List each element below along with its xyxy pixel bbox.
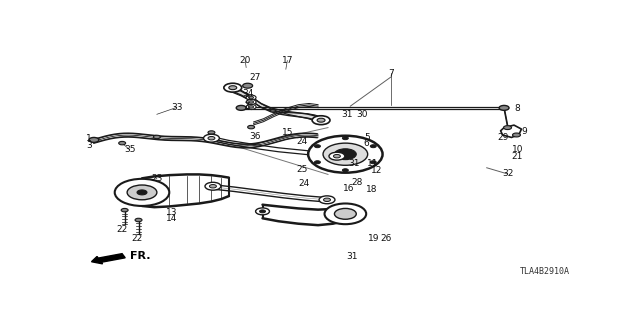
Circle shape [205,182,221,190]
Circle shape [248,96,253,99]
Circle shape [115,179,169,206]
Circle shape [319,196,335,204]
Circle shape [308,136,383,173]
Text: 31: 31 [348,159,360,168]
Text: FR.: FR. [129,251,150,261]
Text: 24: 24 [299,179,310,188]
Text: 6: 6 [364,139,369,148]
Circle shape [137,190,147,195]
Text: 25: 25 [296,165,308,174]
Circle shape [246,100,256,104]
Circle shape [371,161,376,164]
Text: 31: 31 [346,252,358,261]
Circle shape [248,101,253,103]
Circle shape [89,138,99,142]
Text: 31: 31 [341,110,353,119]
Text: 13: 13 [166,208,177,217]
Circle shape [342,137,348,140]
Circle shape [208,131,215,134]
Text: 23: 23 [151,174,163,183]
Text: 34: 34 [242,89,253,98]
Circle shape [246,104,256,109]
Text: 24: 24 [296,137,308,146]
Circle shape [317,118,325,122]
Text: 30: 30 [356,110,367,119]
Circle shape [229,86,237,90]
Text: 22: 22 [131,234,143,243]
Text: 4: 4 [245,103,250,112]
Circle shape [127,185,157,200]
Circle shape [255,208,269,215]
Text: 16: 16 [343,184,355,193]
Text: 14: 14 [166,214,177,223]
Circle shape [312,116,330,124]
Circle shape [236,105,246,110]
Circle shape [513,133,520,137]
Text: 18: 18 [366,185,378,194]
Circle shape [333,155,340,158]
Circle shape [335,208,356,219]
Text: 28: 28 [351,178,362,187]
Text: 32: 32 [502,169,513,178]
Circle shape [324,204,366,224]
Text: 11: 11 [367,159,378,168]
Circle shape [224,83,242,92]
Circle shape [121,208,128,212]
Circle shape [243,83,253,88]
Circle shape [342,169,348,172]
Text: TLA4B2910A: TLA4B2910A [520,267,570,276]
Text: 12: 12 [371,166,382,175]
Circle shape [154,135,161,139]
Text: 5: 5 [364,133,369,142]
Text: 1: 1 [86,134,92,143]
Circle shape [323,143,367,165]
Text: 8: 8 [515,104,520,113]
Text: 3: 3 [86,141,92,150]
Text: 36: 36 [249,132,260,141]
Circle shape [135,218,142,222]
Text: 27: 27 [249,73,260,82]
Text: 20: 20 [239,56,251,65]
Circle shape [335,149,356,160]
Circle shape [324,198,330,202]
Circle shape [248,106,253,108]
Text: 35: 35 [124,145,135,154]
Circle shape [314,161,321,164]
Circle shape [329,152,345,160]
Text: 29: 29 [497,133,508,142]
Text: 15: 15 [282,128,293,137]
Text: 19: 19 [368,234,380,243]
Circle shape [504,126,511,130]
Circle shape [248,125,255,129]
Circle shape [246,95,256,100]
Text: 21: 21 [512,152,523,161]
Text: 26: 26 [381,234,392,243]
Text: 10: 10 [512,145,524,154]
Circle shape [314,145,321,148]
Text: 9: 9 [521,127,527,136]
Circle shape [260,210,266,213]
Text: 33: 33 [171,103,182,112]
Text: 17: 17 [282,56,293,65]
Text: 2: 2 [245,96,250,105]
Text: 22: 22 [116,225,128,234]
Circle shape [208,136,215,140]
FancyArrow shape [92,254,125,264]
Circle shape [371,145,376,148]
Circle shape [118,141,125,145]
Circle shape [209,185,216,188]
Circle shape [499,105,509,110]
Text: 7: 7 [388,69,394,78]
Circle shape [204,134,220,142]
